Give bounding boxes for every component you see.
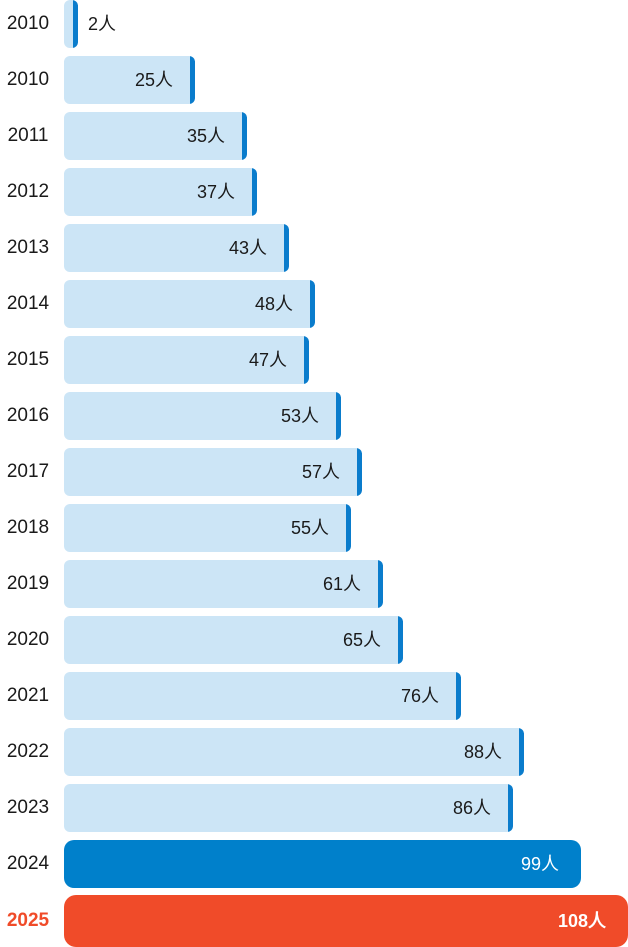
year-label: 2016 (6, 405, 50, 426)
bar-end-cap (242, 112, 247, 160)
value-label: 2人 (88, 14, 117, 34)
bar-end-cap (508, 784, 513, 832)
year-label: 2019 (6, 573, 50, 594)
bar (64, 56, 195, 104)
value-label: 25人 (135, 70, 174, 90)
value-label: 88人 (464, 742, 503, 762)
year-label: 2012 (6, 181, 50, 202)
year-label: 2010 (6, 69, 50, 90)
bar-row: 2018 55人 (0, 504, 628, 552)
bar (64, 504, 351, 552)
bar-row: 2019 61人 (0, 560, 628, 608)
bar-end-cap (357, 448, 362, 496)
bar-row: 2024 99人 (0, 840, 628, 888)
value-label: 65人 (343, 630, 382, 650)
bar-row: 2011 35人 (0, 112, 628, 160)
bar-row: 2022 88人 (0, 728, 628, 776)
bar (64, 616, 403, 664)
bar-end-cap (456, 672, 461, 720)
bar-end-cap (284, 224, 289, 272)
year-label: 2014 (6, 293, 50, 314)
value-label: 76人 (401, 686, 440, 706)
year-label: 2017 (6, 461, 50, 482)
bar (64, 560, 383, 608)
bar-end-cap (346, 504, 351, 552)
value-label: 53人 (281, 406, 320, 426)
year-label: 2018 (6, 517, 50, 538)
bar-row: 2015 47人 (0, 336, 628, 384)
bar (64, 112, 247, 160)
value-label: 108人 (558, 911, 607, 931)
bar (64, 280, 315, 328)
bar-end-cap (310, 280, 315, 328)
bar-row: 2020 65人 (0, 616, 628, 664)
value-label: 57人 (302, 462, 341, 482)
year-label: 2023 (6, 797, 50, 818)
value-label: 86人 (453, 798, 492, 818)
bar (64, 224, 289, 272)
bar-row: 2014 48人 (0, 280, 628, 328)
value-label: 99人 (521, 854, 560, 874)
year-label: 2010 (6, 13, 50, 34)
bar-row: 2021 76人 (0, 672, 628, 720)
bar (64, 168, 257, 216)
bar (64, 448, 362, 496)
bar-row: 2016 53人 (0, 392, 628, 440)
bar (64, 336, 309, 384)
value-label: 48人 (255, 294, 294, 314)
bar-row: 2023 86人 (0, 784, 628, 832)
year-label: 2013 (6, 237, 50, 258)
bar (64, 840, 581, 888)
bar (64, 895, 628, 947)
bar-end-cap (519, 728, 524, 776)
bar-end-cap (73, 0, 78, 48)
bar (64, 728, 524, 776)
bar (64, 672, 461, 720)
bar (64, 392, 341, 440)
bar-row: 2010 2人 (0, 0, 628, 48)
bar-end-cap (190, 56, 195, 104)
bar (64, 0, 78, 48)
year-label: 2011 (7, 125, 49, 146)
value-label: 47人 (249, 350, 288, 370)
bar-end-cap (336, 392, 341, 440)
bar-end-cap (378, 560, 383, 608)
value-label: 35人 (187, 126, 226, 146)
bar-end-cap (304, 336, 309, 384)
year-label: 2020 (6, 629, 50, 650)
value-label: 55人 (291, 518, 330, 538)
bar-end-cap (398, 616, 403, 664)
bar-row: 2017 57人 (0, 448, 628, 496)
value-label: 37人 (197, 182, 236, 202)
value-label: 61人 (323, 574, 362, 594)
bar-end-cap (252, 168, 257, 216)
bar (64, 784, 513, 832)
year-label: 2021 (6, 685, 50, 706)
year-label: 2025 (6, 910, 50, 931)
year-label: 2015 (6, 349, 50, 370)
value-label: 43人 (229, 238, 268, 258)
bar-row: 2010 25人 (0, 56, 628, 104)
year-label: 2022 (6, 741, 50, 762)
bar-row: 2012 37人 (0, 168, 628, 216)
year-label: 2024 (6, 853, 50, 874)
bar-row: 2025 108人 (0, 895, 628, 947)
bar-row: 2013 43人 (0, 224, 628, 272)
